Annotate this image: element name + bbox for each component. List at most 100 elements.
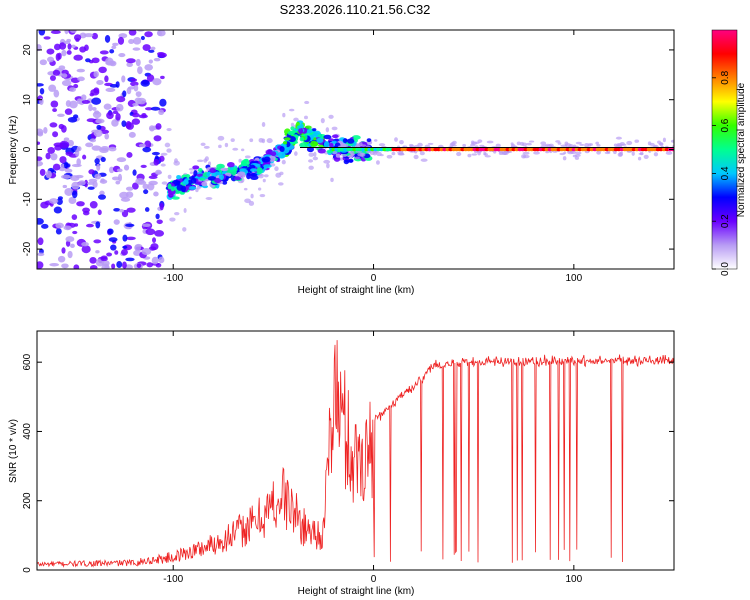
noise-blob [148,59,153,64]
noise-blob [117,36,125,45]
ridge-blob [168,193,174,198]
noise-blob [65,151,73,156]
noise-blob [89,201,98,209]
noise-blob [57,196,63,200]
ridge-blob [250,175,259,181]
noise-blob [73,114,79,119]
band-halo [521,154,527,159]
noise-blob [64,168,73,173]
ridge-blob [288,136,296,143]
noise-blob [160,163,166,167]
noise-blob [144,140,152,149]
noise-blob [115,112,121,121]
noise-blob [56,198,63,206]
noise-blob [70,243,75,249]
noise-blob [200,142,206,147]
band-halo [567,150,574,155]
band-halo [419,151,425,156]
band-halo [595,141,600,145]
noise-blob [135,91,142,98]
noise-blob [326,163,330,169]
ridge-blob [199,177,206,181]
band-halo [562,156,567,161]
noise-blob [159,202,164,211]
noise-blob [142,183,149,190]
ridge-blob [271,151,277,157]
band-halo [575,141,582,145]
noise-blob [262,178,266,183]
noise-blob [52,69,61,76]
ridge-blob [234,176,242,181]
noise-blob [85,142,94,148]
ridge-blob [297,125,303,129]
noise-blob [151,151,160,156]
noise-blob [112,110,119,114]
ridge-blob [331,134,339,139]
noise-blob [49,262,60,267]
ridge-blob [201,181,208,187]
spectrogram-y-axis-label: Frequency (Hz) [8,116,19,185]
noise-blob [72,230,78,235]
ridge-blob [279,146,285,153]
noise-blob [109,49,115,54]
ridge-blob [277,151,286,159]
noise-blob [155,123,162,130]
band-halo [665,151,673,155]
noise-blob [100,256,108,262]
noise-blob [82,207,90,213]
noise-blob [281,159,286,165]
band-halo [467,153,472,158]
noise-blob [39,168,46,176]
band-halo [584,142,590,148]
noise-blob [259,193,266,198]
noise-blob [76,68,85,73]
noise-blob [120,197,131,202]
noise-blob [278,182,284,186]
noise-blob [290,122,295,127]
band-halo [596,150,602,155]
band-halo [471,153,478,156]
noise-blob [244,155,251,159]
band-halo [670,139,674,143]
noise-blob [85,58,91,63]
band-halo [375,160,380,165]
colorbar-gradient [711,29,738,270]
ridge-blob [216,163,225,170]
noise-blob [94,110,100,115]
noise-blob [52,163,61,171]
noise-blob [293,117,299,122]
noise-blob [73,83,79,89]
noise-blob [91,32,98,40]
noise-blob [134,244,142,252]
band-halo [373,139,378,142]
noise-blob [52,108,57,113]
noise-blob [132,102,139,107]
noise-blob [156,219,163,225]
noise-blob [153,191,159,197]
noise-blob [123,164,130,171]
colorbar-label: Normalized spectral amplitude [736,82,747,217]
noise-blob [79,32,87,39]
ridge-blob [342,138,348,144]
snr-series-line [36,340,674,568]
noise-blob [146,262,154,268]
noise-blob [58,65,66,71]
noise-blob [53,206,62,214]
noise-blob [249,138,254,143]
noise-blob [174,211,180,216]
ridge-blob [243,158,249,163]
band-halo [456,151,462,157]
noise-blob [88,169,95,175]
noise-blob [70,30,77,33]
noise-blob [57,255,66,263]
noise-blob [45,170,52,179]
noise-blob [161,181,168,185]
colorbar-tick-label: 0.2 [720,214,731,228]
noise-blob [96,80,104,86]
noise-blob [136,180,147,185]
noise-blob [91,145,102,151]
noise-blob [121,120,127,128]
spectrogram-x-ticks: -100 0 100 [163,30,583,284]
noise-blob [122,245,128,249]
noise-blob [241,148,245,152]
